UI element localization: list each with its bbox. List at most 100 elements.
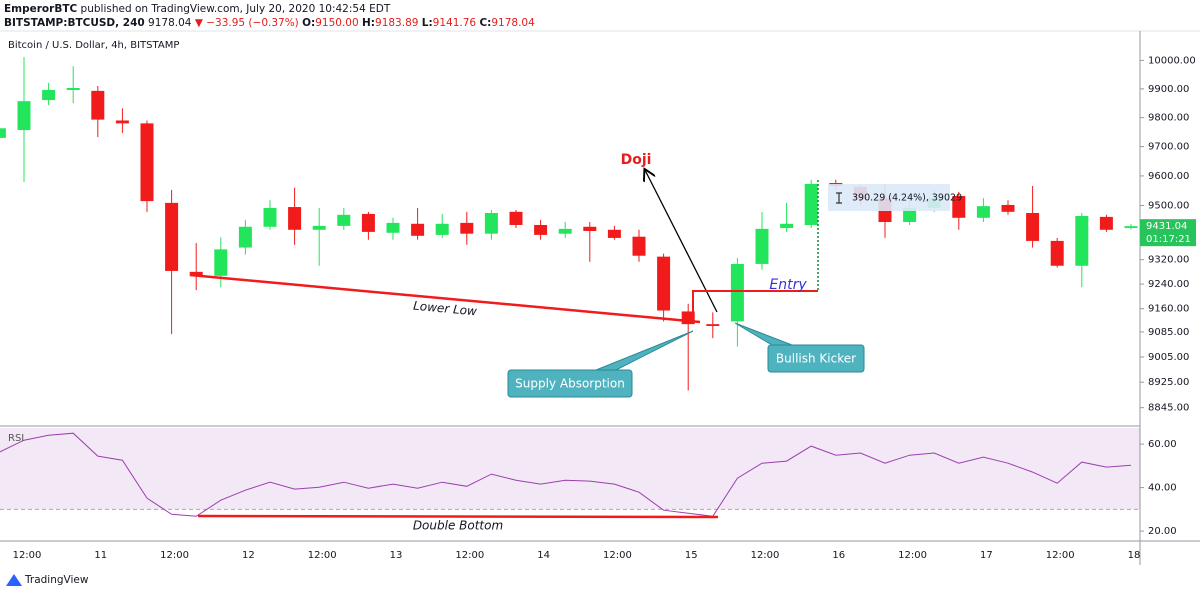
rsi-tick-label: 60.00	[1148, 439, 1177, 450]
symbol: BITSTAMP:BTCUSD, 240	[4, 17, 145, 29]
footer-brand: TradingView	[24, 574, 89, 586]
y-tick-label: 9600.00	[1148, 171, 1189, 182]
ohlc-value: 9150.00	[315, 17, 359, 29]
y-tick-label: 9320.00	[1148, 255, 1189, 266]
candle-body	[214, 249, 228, 276]
measure-box	[828, 184, 950, 211]
candle-body	[952, 196, 966, 218]
candle-body	[632, 236, 646, 256]
bullish-kicker-label: Bullish Kicker	[776, 352, 856, 366]
candle-body	[91, 90, 105, 120]
candle-body	[804, 183, 818, 225]
candle-body	[238, 226, 252, 248]
candle-body	[411, 223, 425, 236]
y-tick-label: 9500.00	[1148, 201, 1189, 212]
candle-body	[115, 120, 129, 124]
y-tick-label: 9800.00	[1148, 113, 1189, 124]
candle-body	[903, 207, 917, 222]
lower-low-label: Lower Low	[413, 299, 478, 319]
rsi-pane: 60.00 40.00 20.00	[0, 428, 1177, 537]
rsi-tick-label: 40.00	[1148, 483, 1177, 494]
change: ▼ −33.95 (−0.37%)	[194, 17, 299, 29]
measure-label: 390.29 (4.24%), 39029	[852, 193, 962, 204]
x-tick-label: 12:00	[308, 550, 337, 561]
y-tick-label: 8925.00	[1148, 377, 1189, 388]
candle-body	[509, 211, 523, 225]
candle-body	[361, 213, 375, 232]
x-tick-label: 17	[980, 550, 993, 561]
double-bottom-line	[197, 514, 719, 519]
callout-pointer	[595, 330, 694, 371]
y-tick-label: 8845.00	[1148, 403, 1189, 414]
y-tick-label: 9700.00	[1148, 142, 1189, 153]
x-tick-label: 12:00	[751, 550, 780, 561]
x-tick-label: 13	[390, 550, 403, 561]
y-tick-label: 10000.00	[1148, 55, 1196, 66]
candle-body	[312, 225, 326, 230]
ohlc-value: 9178.04	[491, 17, 535, 29]
x-tick-label: 15	[685, 550, 698, 561]
candle-body	[386, 222, 400, 233]
lower-low-line	[189, 273, 701, 324]
candle-body	[706, 324, 720, 327]
y-tick-label: 9160.00	[1148, 304, 1189, 315]
candle-body	[1050, 240, 1064, 266]
author: EmperorBTC	[4, 3, 78, 15]
ohlc-label: L:	[421, 17, 433, 29]
candle-body	[288, 207, 302, 230]
candle-body	[165, 202, 179, 271]
measure-icon	[836, 192, 842, 204]
header-line: BITSTAMP:BTCUSD, 240 9178.04 ▼ −33.95 (−…	[4, 16, 535, 30]
candle-body	[17, 101, 31, 131]
price-tag-label: 9431.04	[1146, 221, 1187, 232]
candle-body	[140, 123, 154, 202]
candle-body	[534, 224, 548, 235]
rsi-label: RSI	[8, 433, 24, 444]
header-line: EmperorBTC published on TradingView.com,…	[4, 2, 535, 16]
candle-body	[780, 223, 794, 228]
ohlc: O:9150.00 H:9183.89 L:9141.76 C:9178.04	[302, 17, 535, 29]
candle-body	[484, 213, 498, 234]
candle-body	[657, 256, 671, 311]
doji-arrow	[645, 170, 718, 313]
candle-body	[755, 228, 769, 264]
rsi-band	[0, 428, 1140, 510]
x-tick-label: 11	[94, 550, 107, 561]
x-tick-label: 18	[1128, 550, 1141, 561]
x-tick-label: 16	[832, 550, 845, 561]
y-tick-label: 9240.00	[1148, 279, 1189, 290]
price-tag	[1140, 219, 1196, 247]
candles	[0, 57, 1138, 391]
callout-pointer	[734, 322, 793, 346]
candle-body	[0, 128, 6, 138]
x-tick-label: 12:00	[898, 550, 927, 561]
ohlc-label: O:	[302, 17, 316, 29]
chart-title: Bitcoin / U.S. Dollar, 4h, BITSTAMP	[8, 40, 179, 51]
candle-body	[460, 222, 474, 234]
x-tick-label: 12	[242, 550, 255, 561]
candle-body	[1001, 204, 1015, 212]
callout-box	[767, 344, 865, 373]
candle-body	[42, 90, 56, 101]
double-bottom-label: Double Bottom	[413, 519, 503, 533]
x-tick-label: 12:00	[1046, 550, 1075, 561]
x-tick-label: 12:00	[160, 550, 189, 561]
header: EmperorBTC published on TradingView.com,…	[4, 2, 535, 30]
published: published on TradingView.com, July 20, 2…	[80, 3, 391, 15]
x-tick-label: 12:00	[455, 550, 484, 561]
candle-body	[976, 206, 990, 218]
candle-body	[66, 88, 80, 91]
callout-box	[507, 369, 633, 398]
x-tick-label: 12:00	[13, 550, 42, 561]
candle-body	[189, 271, 203, 276]
countdown: 01:17:21	[1146, 234, 1191, 245]
rsi-tick-label: 20.00	[1148, 526, 1177, 537]
ohlc-label: C:	[479, 17, 492, 29]
candle-body	[730, 263, 744, 322]
footer-logo: TradingView	[6, 574, 89, 586]
ohlc-label: H:	[362, 17, 376, 29]
y-tick-label: 9900.00	[1148, 84, 1189, 95]
ohlc-value: 9141.76	[432, 17, 477, 29]
